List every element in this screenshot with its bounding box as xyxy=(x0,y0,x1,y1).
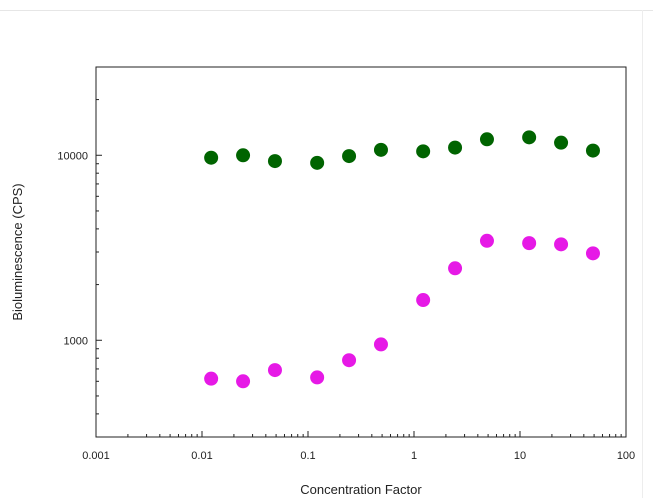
data-point xyxy=(267,363,282,378)
data-point xyxy=(479,233,494,248)
data-point xyxy=(342,353,357,368)
plot-frame xyxy=(95,66,627,438)
data-point xyxy=(554,237,569,252)
data-point xyxy=(554,135,569,150)
y-axis-label: Bioluminescence (CPS) xyxy=(10,183,25,320)
data-point xyxy=(373,337,388,352)
top-divider xyxy=(0,10,653,11)
data-point xyxy=(416,144,431,159)
data-point xyxy=(204,371,219,386)
y-tick-label: 1000 xyxy=(64,335,88,347)
data-point xyxy=(236,148,251,163)
right-divider xyxy=(642,10,643,498)
x-tick-label: 1 xyxy=(411,450,417,462)
x-tick-label: 0.001 xyxy=(82,450,110,462)
x-axis-label: Concentration Factor xyxy=(300,482,422,497)
x-tick-label: 100 xyxy=(617,450,635,462)
data-point xyxy=(416,293,431,308)
x-tick-label: 10 xyxy=(514,450,526,462)
y-axis: 1000 10000 xyxy=(57,66,102,438)
data-point xyxy=(448,140,463,155)
data-point xyxy=(585,246,600,261)
data-point xyxy=(585,143,600,158)
data-point xyxy=(522,130,537,145)
data-point xyxy=(310,155,325,170)
y-tick-label: 10000 xyxy=(57,150,88,162)
data-point xyxy=(267,154,282,169)
data-point xyxy=(479,132,494,147)
data-point xyxy=(310,370,325,385)
data-point xyxy=(373,142,388,157)
x-tick-label: 0.1 xyxy=(300,450,315,462)
data-point xyxy=(204,150,219,165)
data-point xyxy=(342,149,357,164)
data-point xyxy=(448,261,463,276)
x-axis: 0.001 0.01 0.1 1 10 100 xyxy=(82,431,635,462)
data-point xyxy=(236,374,251,389)
data-point xyxy=(522,236,537,251)
x-tick-label: 0.01 xyxy=(191,450,212,462)
data-points xyxy=(204,130,600,389)
